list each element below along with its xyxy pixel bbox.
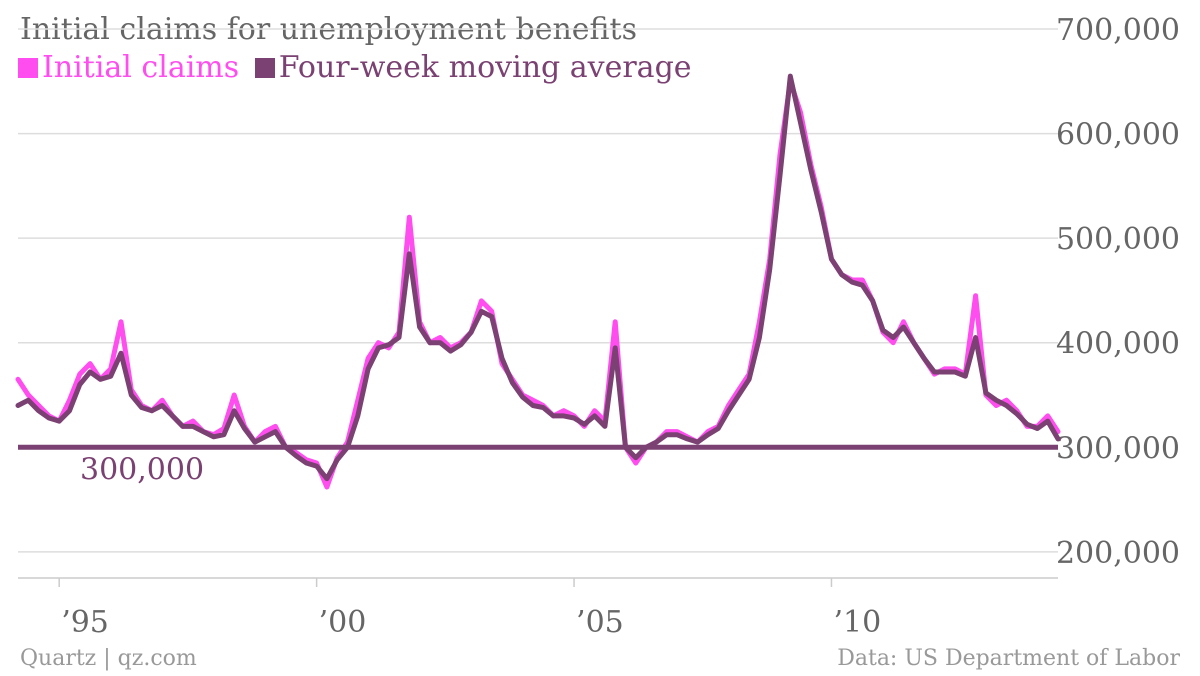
y-axis-tick-labels: 200,000 300,000 400,000 500,000 600,000 700,0… xyxy=(1056,13,1180,571)
legend-swatch-moving-average xyxy=(254,57,275,78)
x-tick-label: ’00 xyxy=(319,605,367,640)
x-axis: ’95 ’00 ’05 ’10 xyxy=(18,577,1058,640)
source: Data: US Department of Labor xyxy=(837,646,1180,671)
credit: Quartz | qz.com xyxy=(20,646,197,671)
y-tick-label: 700,000 xyxy=(1056,13,1180,48)
legend-swatch-initial-claims xyxy=(18,57,38,78)
y-tick-label: 300,000 xyxy=(1056,431,1180,466)
legend-label-moving-average: Four-week moving average xyxy=(278,50,692,85)
x-tick-label: ’10 xyxy=(833,605,881,640)
legend-label-initial-claims: Initial claims xyxy=(42,50,240,85)
legend-item-initial-claims: Initial claims xyxy=(18,50,239,85)
y-tick-label: 400,000 xyxy=(1056,327,1180,362)
x-tick-label: ’05 xyxy=(576,605,624,640)
reference-line-label: 300,000 xyxy=(80,452,204,487)
y-tick-label: 600,000 xyxy=(1056,118,1180,153)
y-tick-label: 500,000 xyxy=(1056,222,1180,257)
series-line-initial-claims xyxy=(15,78,1061,490)
y-tick-label: 200,000 xyxy=(1056,536,1180,571)
series-lines xyxy=(15,73,1061,490)
legend: Initial claims Four-week moving average xyxy=(18,50,698,86)
legend-item-moving-average: Four-week moving average xyxy=(254,50,692,85)
series-line-moving-average xyxy=(15,73,1061,482)
reference-line-group: 300,000 xyxy=(18,444,1058,487)
x-tick-label: ’95 xyxy=(61,605,109,640)
